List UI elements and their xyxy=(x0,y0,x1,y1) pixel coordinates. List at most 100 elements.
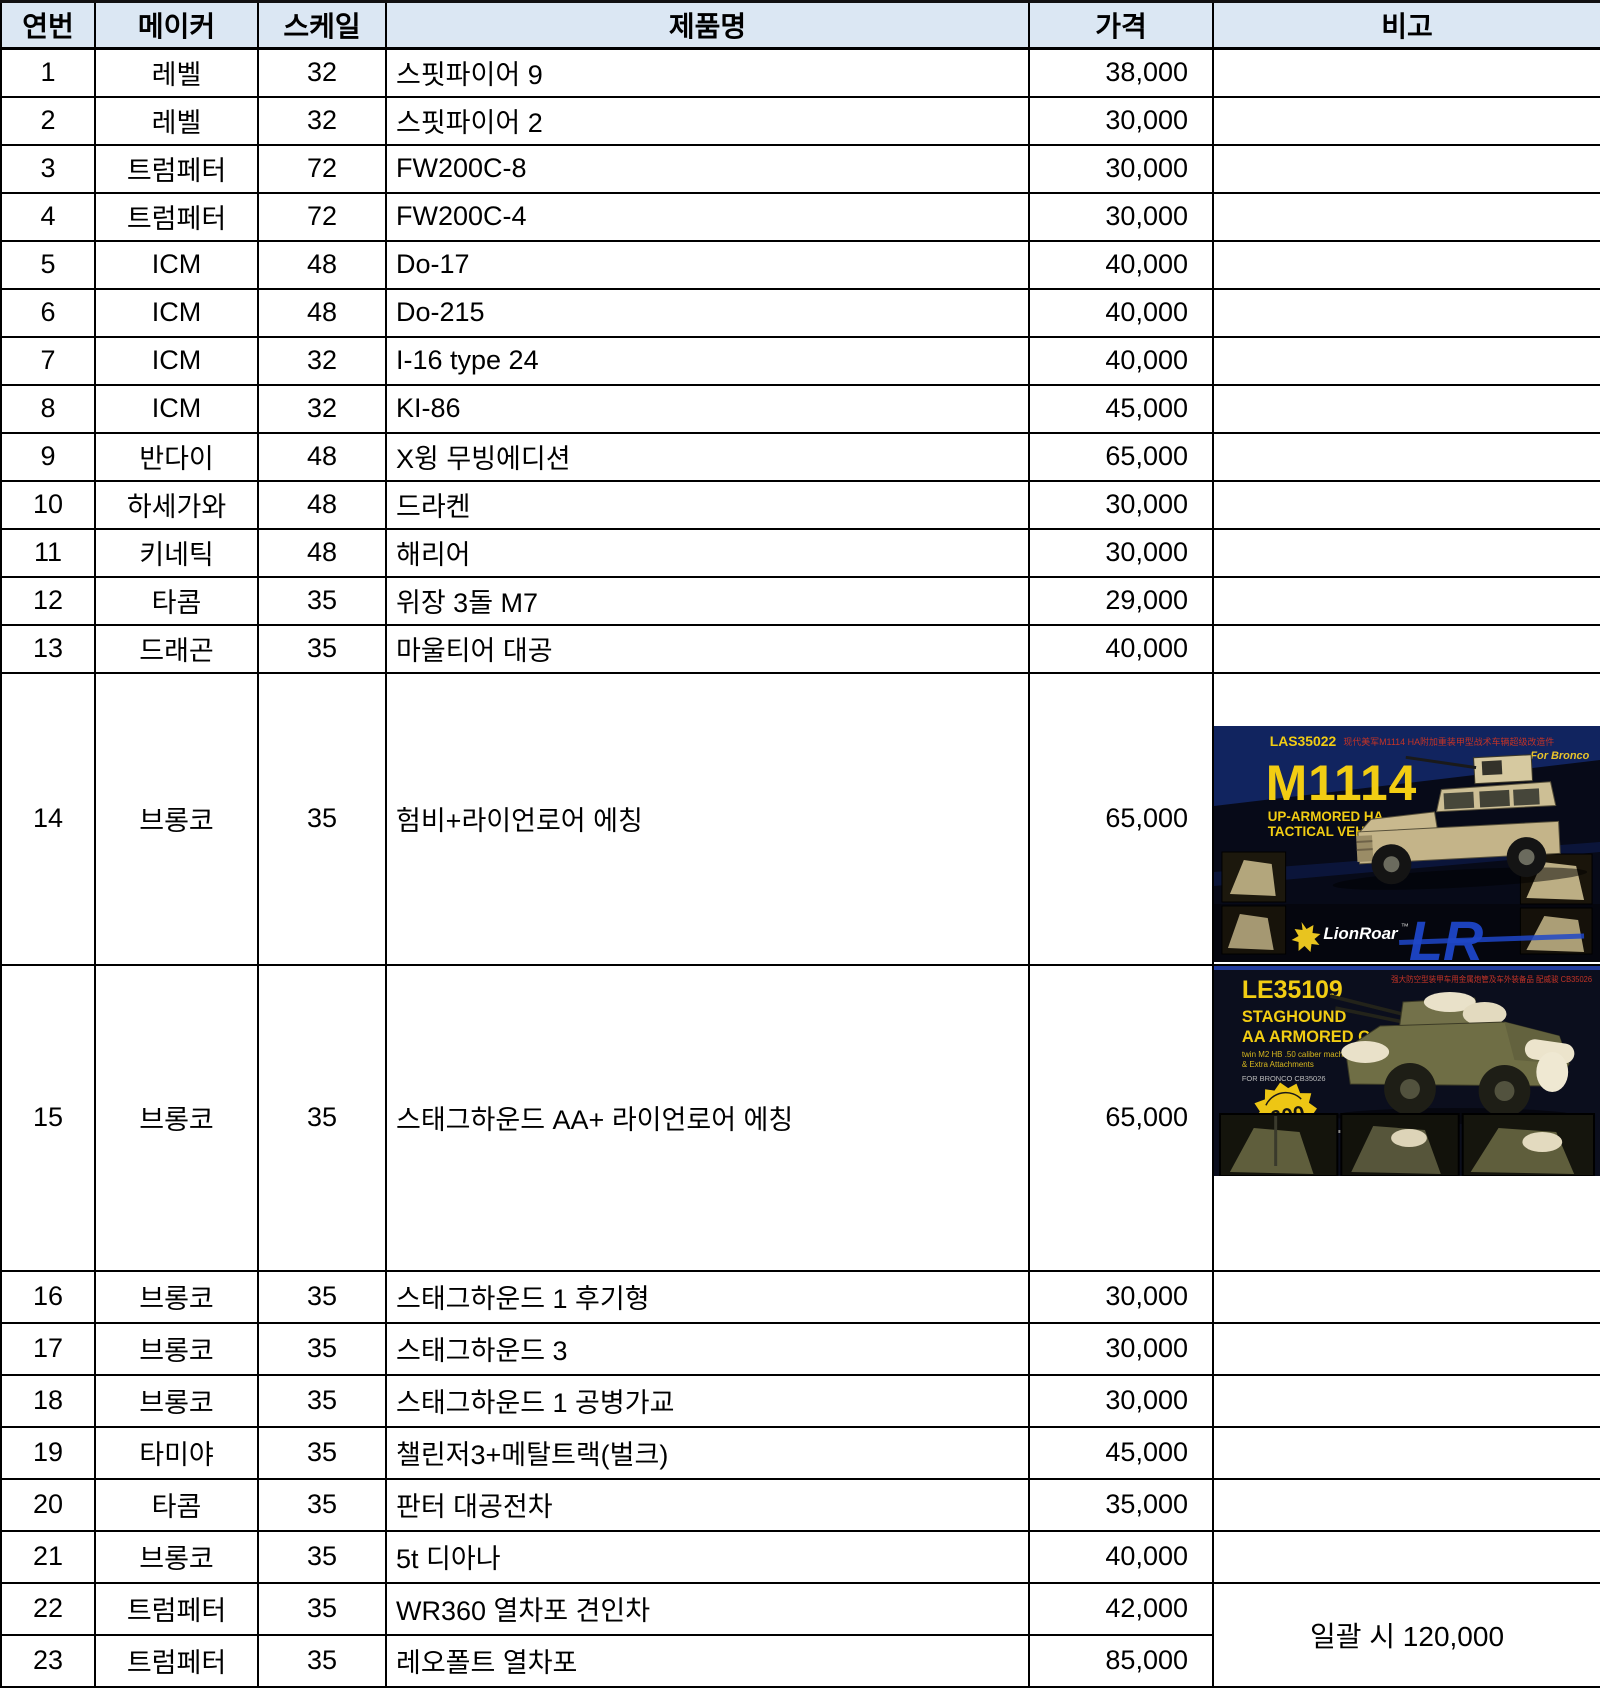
cell-scale[interactable]: 35 xyxy=(257,1477,387,1532)
cell-product[interactable]: 드라켄 xyxy=(385,479,1030,530)
cell-scale[interactable]: 35 xyxy=(257,1529,387,1584)
cell-no[interactable]: 2 xyxy=(0,95,96,146)
cell-product[interactable]: 위장 3돌 M7 xyxy=(385,575,1030,626)
cell-note[interactable] xyxy=(1212,47,1600,98)
header-maker[interactable]: 메이커 xyxy=(94,0,259,50)
cell-price[interactable]: 40,000 xyxy=(1028,239,1214,290)
cell-maker[interactable]: 트럼페터 xyxy=(94,191,259,242)
cell-no[interactable]: 10 xyxy=(0,479,96,530)
cell-note[interactable] xyxy=(1212,191,1600,242)
cell-maker[interactable]: 트럼페터 xyxy=(94,1633,259,1688)
cell-no[interactable]: 5 xyxy=(0,239,96,290)
cell-product[interactable]: FW200C-4 xyxy=(385,191,1030,242)
cell-scale[interactable]: 35 xyxy=(257,963,387,1272)
cell-maker[interactable]: 브롱코 xyxy=(94,963,259,1272)
cell-scale[interactable]: 35 xyxy=(257,623,387,674)
cell-price[interactable]: 30,000 xyxy=(1028,479,1214,530)
cell-no[interactable]: 18 xyxy=(0,1373,96,1428)
cell-scale[interactable]: 35 xyxy=(257,1321,387,1376)
cell-no[interactable]: 7 xyxy=(0,335,96,386)
cell-scale[interactable]: 35 xyxy=(257,1373,387,1428)
cell-maker[interactable]: 레벨 xyxy=(94,95,259,146)
cell-product[interactable]: FW200C-8 xyxy=(385,143,1030,194)
cell-scale[interactable]: 35 xyxy=(257,575,387,626)
cell-maker[interactable]: 타콤 xyxy=(94,1477,259,1532)
cell-note[interactable] xyxy=(1212,1529,1600,1584)
cell-price[interactable]: 85,000 xyxy=(1028,1633,1214,1688)
cell-maker[interactable]: 브롱코 xyxy=(94,1529,259,1584)
cell-scale[interactable]: 32 xyxy=(257,47,387,98)
cell-note[interactable] xyxy=(1212,95,1600,146)
cell-scale[interactable]: 48 xyxy=(257,479,387,530)
cell-maker[interactable]: 드래곤 xyxy=(94,623,259,674)
cell-note[interactable] xyxy=(1212,383,1600,434)
header-price[interactable]: 가격 xyxy=(1028,0,1214,50)
header-note[interactable]: 비고 xyxy=(1212,0,1600,50)
cell-scale[interactable]: 35 xyxy=(257,1269,387,1324)
cell-scale[interactable]: 32 xyxy=(257,335,387,386)
cell-no[interactable]: 8 xyxy=(0,383,96,434)
cell-maker[interactable]: 레벨 xyxy=(94,47,259,98)
cell-product[interactable]: 스핏파이어 9 xyxy=(385,47,1030,98)
header-no[interactable]: 연번 xyxy=(0,0,96,50)
cell-no[interactable]: 14 xyxy=(0,671,96,966)
cell-note[interactable] xyxy=(1212,527,1600,578)
cell-product[interactable]: Do-17 xyxy=(385,239,1030,290)
cell-product[interactable]: WR360 열차포 견인차 xyxy=(385,1581,1030,1636)
cell-maker[interactable]: ICM xyxy=(94,239,259,290)
cell-maker[interactable]: 반다이 xyxy=(94,431,259,482)
cell-product[interactable]: Do-215 xyxy=(385,287,1030,338)
cell-product[interactable]: 5t 디아나 xyxy=(385,1529,1030,1584)
cell-note[interactable]: LAS35022 现代美军M1114 HA附加重装甲型战术车辆超级改造件 For… xyxy=(1212,671,1600,966)
cell-note[interactable] xyxy=(1212,1477,1600,1532)
cell-scale[interactable]: 35 xyxy=(257,1425,387,1480)
cell-no[interactable]: 12 xyxy=(0,575,96,626)
cell-product[interactable]: 해리어 xyxy=(385,527,1030,578)
cell-product[interactable]: X윙 무빙에디션 xyxy=(385,431,1030,482)
cell-product[interactable]: 판터 대공전차 xyxy=(385,1477,1030,1532)
cell-note[interactable] xyxy=(1212,287,1600,338)
cell-no[interactable]: 11 xyxy=(0,527,96,578)
cell-price[interactable]: 45,000 xyxy=(1028,1425,1214,1480)
cell-price[interactable]: 45,000 xyxy=(1028,383,1214,434)
cell-price[interactable]: 30,000 xyxy=(1028,1321,1214,1376)
header-scale[interactable]: 스케일 xyxy=(257,0,387,50)
cell-price[interactable]: 30,000 xyxy=(1028,1373,1214,1428)
cell-product[interactable]: I-16 type 24 xyxy=(385,335,1030,386)
cell-price[interactable]: 30,000 xyxy=(1028,143,1214,194)
cell-maker[interactable]: 타콤 xyxy=(94,575,259,626)
cell-price[interactable]: 65,000 xyxy=(1028,671,1214,966)
cell-scale[interactable]: 48 xyxy=(257,527,387,578)
cell-no[interactable]: 4 xyxy=(0,191,96,242)
cell-product[interactable]: 스핏파이어 2 xyxy=(385,95,1030,146)
cell-product[interactable]: 스태그하운드 AA+ 라이언로어 에칭 xyxy=(385,963,1030,1272)
header-product[interactable]: 제품명 xyxy=(385,0,1030,50)
cell-note-merged[interactable]: 일괄 시 120,000 xyxy=(1212,1581,1600,1688)
cell-scale[interactable]: 48 xyxy=(257,287,387,338)
cell-product[interactable]: 레오폴트 열차포 xyxy=(385,1633,1030,1688)
cell-product[interactable]: KI-86 xyxy=(385,383,1030,434)
cell-price[interactable]: 30,000 xyxy=(1028,191,1214,242)
cell-no[interactable]: 21 xyxy=(0,1529,96,1584)
cell-scale[interactable]: 72 xyxy=(257,191,387,242)
cell-scale[interactable]: 35 xyxy=(257,1633,387,1688)
cell-price[interactable]: 30,000 xyxy=(1028,1269,1214,1324)
cell-product[interactable]: 스태그하운드 1 후기형 xyxy=(385,1269,1030,1324)
cell-maker[interactable]: ICM xyxy=(94,383,259,434)
cell-product[interactable]: 스태그하운드 1 공병가교 xyxy=(385,1373,1030,1428)
cell-product[interactable]: 챌린저3+메탈트랙(벌크) xyxy=(385,1425,1030,1480)
cell-note[interactable] xyxy=(1212,1269,1600,1324)
cell-price[interactable]: 29,000 xyxy=(1028,575,1214,626)
cell-maker[interactable]: 브롱코 xyxy=(94,1269,259,1324)
cell-note[interactable] xyxy=(1212,143,1600,194)
cell-no[interactable]: 23 xyxy=(0,1633,96,1688)
cell-product[interactable]: 스태그하운드 3 xyxy=(385,1321,1030,1376)
cell-product[interactable]: 험비+라이언로어 에칭 xyxy=(385,671,1030,966)
cell-price[interactable]: 42,000 xyxy=(1028,1581,1214,1636)
cell-maker[interactable]: 트럼페터 xyxy=(94,143,259,194)
cell-no[interactable]: 20 xyxy=(0,1477,96,1532)
cell-maker[interactable]: 타미야 xyxy=(94,1425,259,1480)
cell-price[interactable]: 38,000 xyxy=(1028,47,1214,98)
cell-scale[interactable]: 32 xyxy=(257,383,387,434)
cell-note[interactable] xyxy=(1212,431,1600,482)
